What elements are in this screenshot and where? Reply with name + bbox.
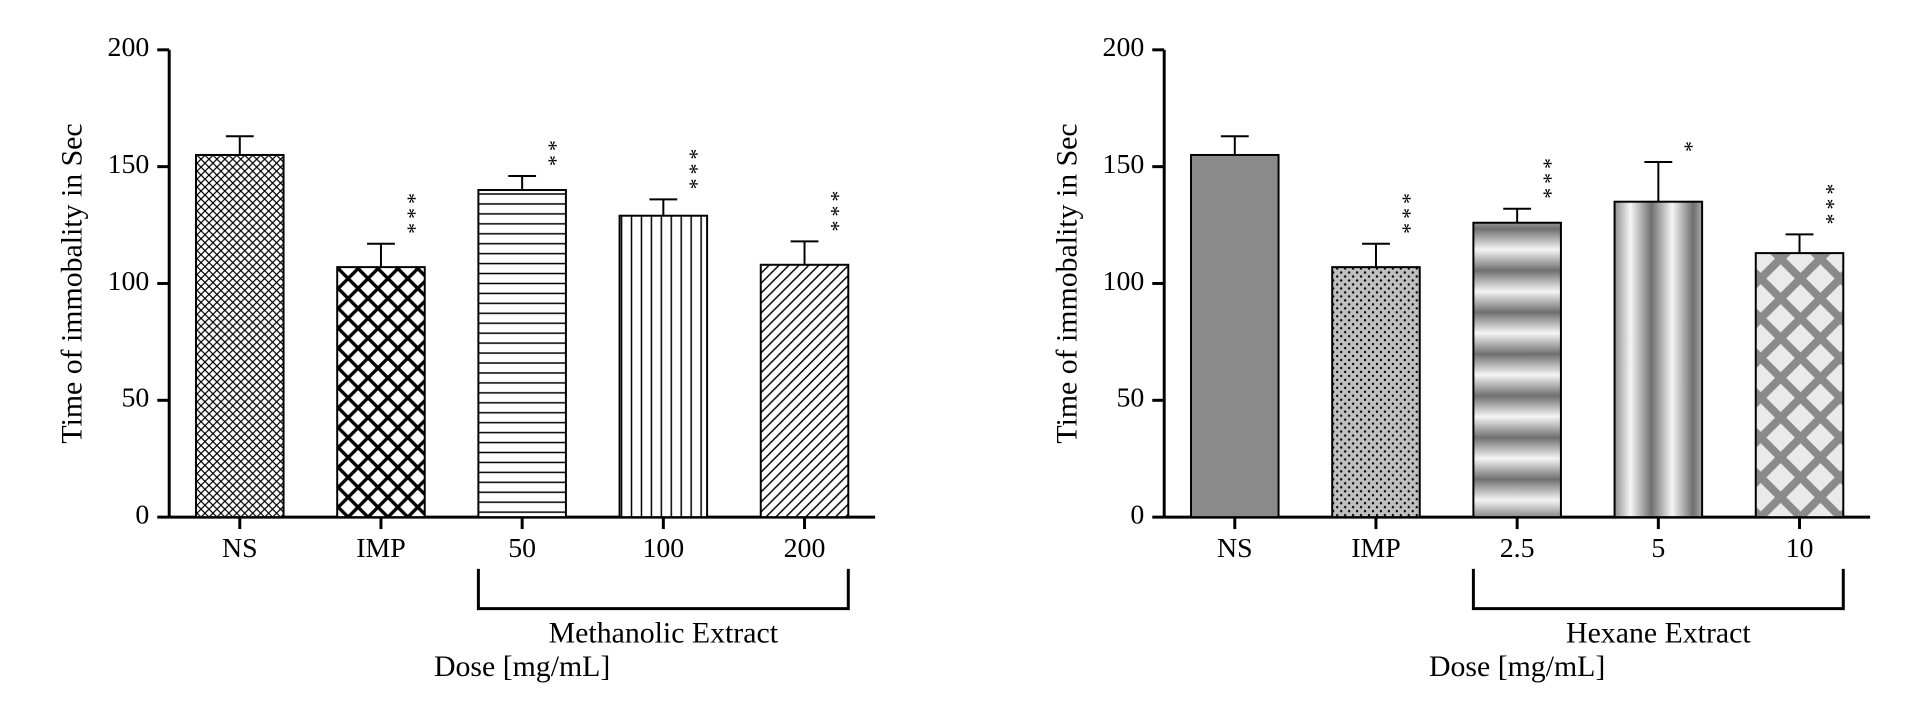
sig-marker: *** <box>1539 154 1563 199</box>
bar-IMP <box>337 267 425 517</box>
x-tick-label: 50 <box>508 533 536 564</box>
y-axis-title: Time of immobality in Sec <box>1051 123 1084 443</box>
group-bracket-label: Methanolic Extract <box>549 616 779 649</box>
x-tick-label: 10 <box>1786 533 1814 564</box>
y-tick-label: 50 <box>1116 383 1144 414</box>
bar-2.5 <box>1473 223 1561 517</box>
bar-200 <box>761 265 849 517</box>
panel-right: 0 50 100 150 200 Time of immobality in Sec NS *… <box>1025 20 1890 684</box>
y-tick-label: 0 <box>135 500 149 531</box>
sig-marker: *** <box>826 187 850 232</box>
y-tick-label: 150 <box>108 149 150 180</box>
y-axis-title: Time of immobality in Sec <box>56 123 89 443</box>
x-tick-label: 2.5 <box>1500 533 1535 564</box>
group-bracket <box>478 569 848 609</box>
bar-50 <box>478 190 566 517</box>
x-tick-label: 100 <box>642 533 684 564</box>
y-tick-label: 100 <box>1103 266 1145 297</box>
chart-left: 0 50 100 150 200 Time of immobality in Sec NS *… <box>30 20 895 684</box>
bar-NS <box>1191 155 1279 517</box>
x-tick-label: 200 <box>784 533 826 564</box>
y-tick-label: 200 <box>1103 32 1145 63</box>
x-axis-title: Dose [mg/mL] <box>434 650 610 683</box>
bar-5 <box>1615 202 1703 517</box>
x-tick-label: IMP <box>1351 533 1401 564</box>
x-tick-label: NS <box>1217 533 1253 564</box>
x-axis-title: Dose [mg/mL] <box>1429 650 1605 683</box>
y-tick-label: 200 <box>108 32 150 63</box>
group-bracket <box>1473 569 1843 609</box>
bar-IMP <box>1332 267 1420 517</box>
panel-left: 0 50 100 150 200 Time of immobality in Sec NS *… <box>30 20 895 684</box>
chart-right: 0 50 100 150 200 Time of immobality in Sec NS *… <box>1025 20 1890 684</box>
y-tick-label: 0 <box>1130 500 1144 531</box>
y-tick-label: 150 <box>1103 149 1145 180</box>
bar-10 <box>1756 253 1844 517</box>
sig-marker: *** <box>1821 180 1845 225</box>
bar-100 <box>620 216 708 517</box>
sig-marker: *** <box>403 189 427 234</box>
y-tick-label: 50 <box>121 383 149 414</box>
bar-NS <box>196 155 284 517</box>
x-tick-label: NS <box>222 533 258 564</box>
x-tick-label: 5 <box>1651 533 1665 564</box>
figure-row: 050100150200Time of immobality in SecNS*… <box>0 0 1920 704</box>
sig-marker: *** <box>1398 189 1422 234</box>
x-tick-label: IMP <box>356 533 406 564</box>
sig-marker: * <box>1680 137 1704 152</box>
group-bracket-label: Hexane Extract <box>1566 616 1751 649</box>
sig-marker: *** <box>685 145 709 190</box>
y-tick-label: 100 <box>108 266 150 297</box>
sig-marker: ** <box>544 136 568 166</box>
